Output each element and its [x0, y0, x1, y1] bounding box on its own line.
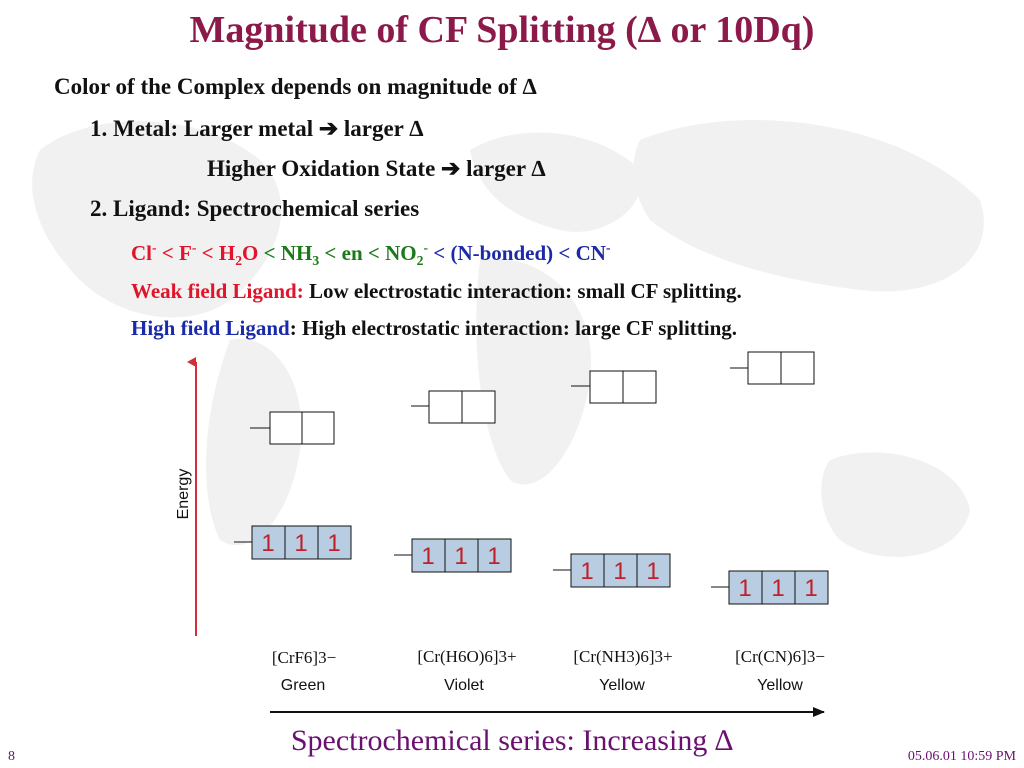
electron-up-arrow: 1: [294, 530, 307, 557]
slide-datetime: 05.06.01 10:59 PM: [907, 749, 1016, 764]
electron-up-arrow: 1: [454, 543, 467, 570]
complex-formula: [Cr(H6O)6]3+: [417, 647, 516, 666]
electron-up-arrow: 1: [613, 558, 626, 585]
electron-up-arrow: 1: [804, 575, 817, 602]
weak-field-line: Weak field Ligand: Low electrostatic int…: [131, 279, 742, 304]
bullet-metal: 1. Metal: Larger metal ➔ larger ∆: [90, 116, 424, 141]
high-field-text: : High electrostatic interaction: large …: [289, 316, 738, 340]
eg-orbital-set: [571, 370, 657, 404]
weak-field-label: Weak field Ligand:: [131, 279, 304, 303]
complex-cr-cn: 1 1 1: [711, 351, 829, 605]
high-field-line: High field Ligand: High electrostatic in…: [131, 316, 737, 341]
t2g-orbital-set: 1 1 1: [553, 553, 671, 588]
complex-crf6: 1 1 1: [234, 411, 352, 560]
t2g-orbital-set: 1 1 1: [394, 538, 512, 573]
ligand-cl: Cl-: [131, 240, 157, 265]
eg-orbital-set: [411, 390, 496, 424]
ligand-en: en: [341, 241, 363, 265]
electron-up-arrow: 1: [738, 575, 751, 602]
complex-color-name: Violet: [444, 677, 484, 694]
electron-up-arrow: 1: [580, 558, 593, 585]
ligand-f: F-: [179, 240, 197, 265]
ligand-no2: NO2-: [385, 240, 428, 269]
bullet-ligand: 2. Ligand: Spectrochemical series: [90, 196, 420, 221]
electron-up-arrow: 1: [646, 558, 659, 585]
ligand-cn: CN-: [575, 240, 611, 265]
electron-up-arrow: 1: [421, 543, 434, 570]
complex-color-name: Green: [281, 677, 325, 694]
weak-field-text: Low electrostatic interaction: small CF …: [303, 279, 742, 303]
complex-formula: [Cr(CN)6]3−: [735, 647, 825, 666]
eg-orbital-set: [250, 411, 335, 445]
ligand-n-bonded: (N-bonded): [450, 241, 554, 265]
complex-formula: [Cr(NH3)6]3+: [573, 647, 672, 666]
electron-up-arrow: 1: [771, 575, 784, 602]
electron-up-arrow: 1: [327, 530, 340, 557]
slide-title: Magnitude of CF Splitting (∆ or 10Dq): [189, 9, 815, 51]
electron-up-arrow: 1: [487, 543, 500, 570]
t2g-orbital-set: 1 1 1: [711, 570, 829, 605]
spectrochemical-caption: Spectrochemical series: Increasing ∆: [290, 724, 734, 757]
high-field-label: High field Ligand: [131, 316, 290, 340]
complex-formula: [CrF6]3−: [272, 648, 336, 667]
spectrochemical-series-line: Cl- < F- < H2O < NH3 < en < NO2- < (N-bo…: [131, 240, 611, 269]
slide-number: 8: [8, 749, 15, 764]
complex-cr-h2o: 1 1 1: [394, 390, 512, 573]
eg-orbital-set: [730, 351, 815, 385]
t2g-orbital-set: 1 1 1: [234, 525, 352, 560]
ligand-h2o: H2O: [218, 241, 259, 269]
electron-up-arrow: 1: [261, 530, 274, 557]
bullet-oxidation-state: Higher Oxidation State ➔ larger ∆: [207, 156, 546, 181]
complex-color-name: Yellow: [757, 677, 803, 694]
ligand-nh3: NH3: [280, 241, 320, 269]
complex-color-name: Yellow: [599, 677, 645, 694]
bullet-color-depends: Color of the Complex depends on magnitud…: [54, 74, 537, 99]
complex-cr-nh3: 1 1 1: [553, 370, 671, 588]
energy-axis-label: Energy: [175, 469, 192, 520]
